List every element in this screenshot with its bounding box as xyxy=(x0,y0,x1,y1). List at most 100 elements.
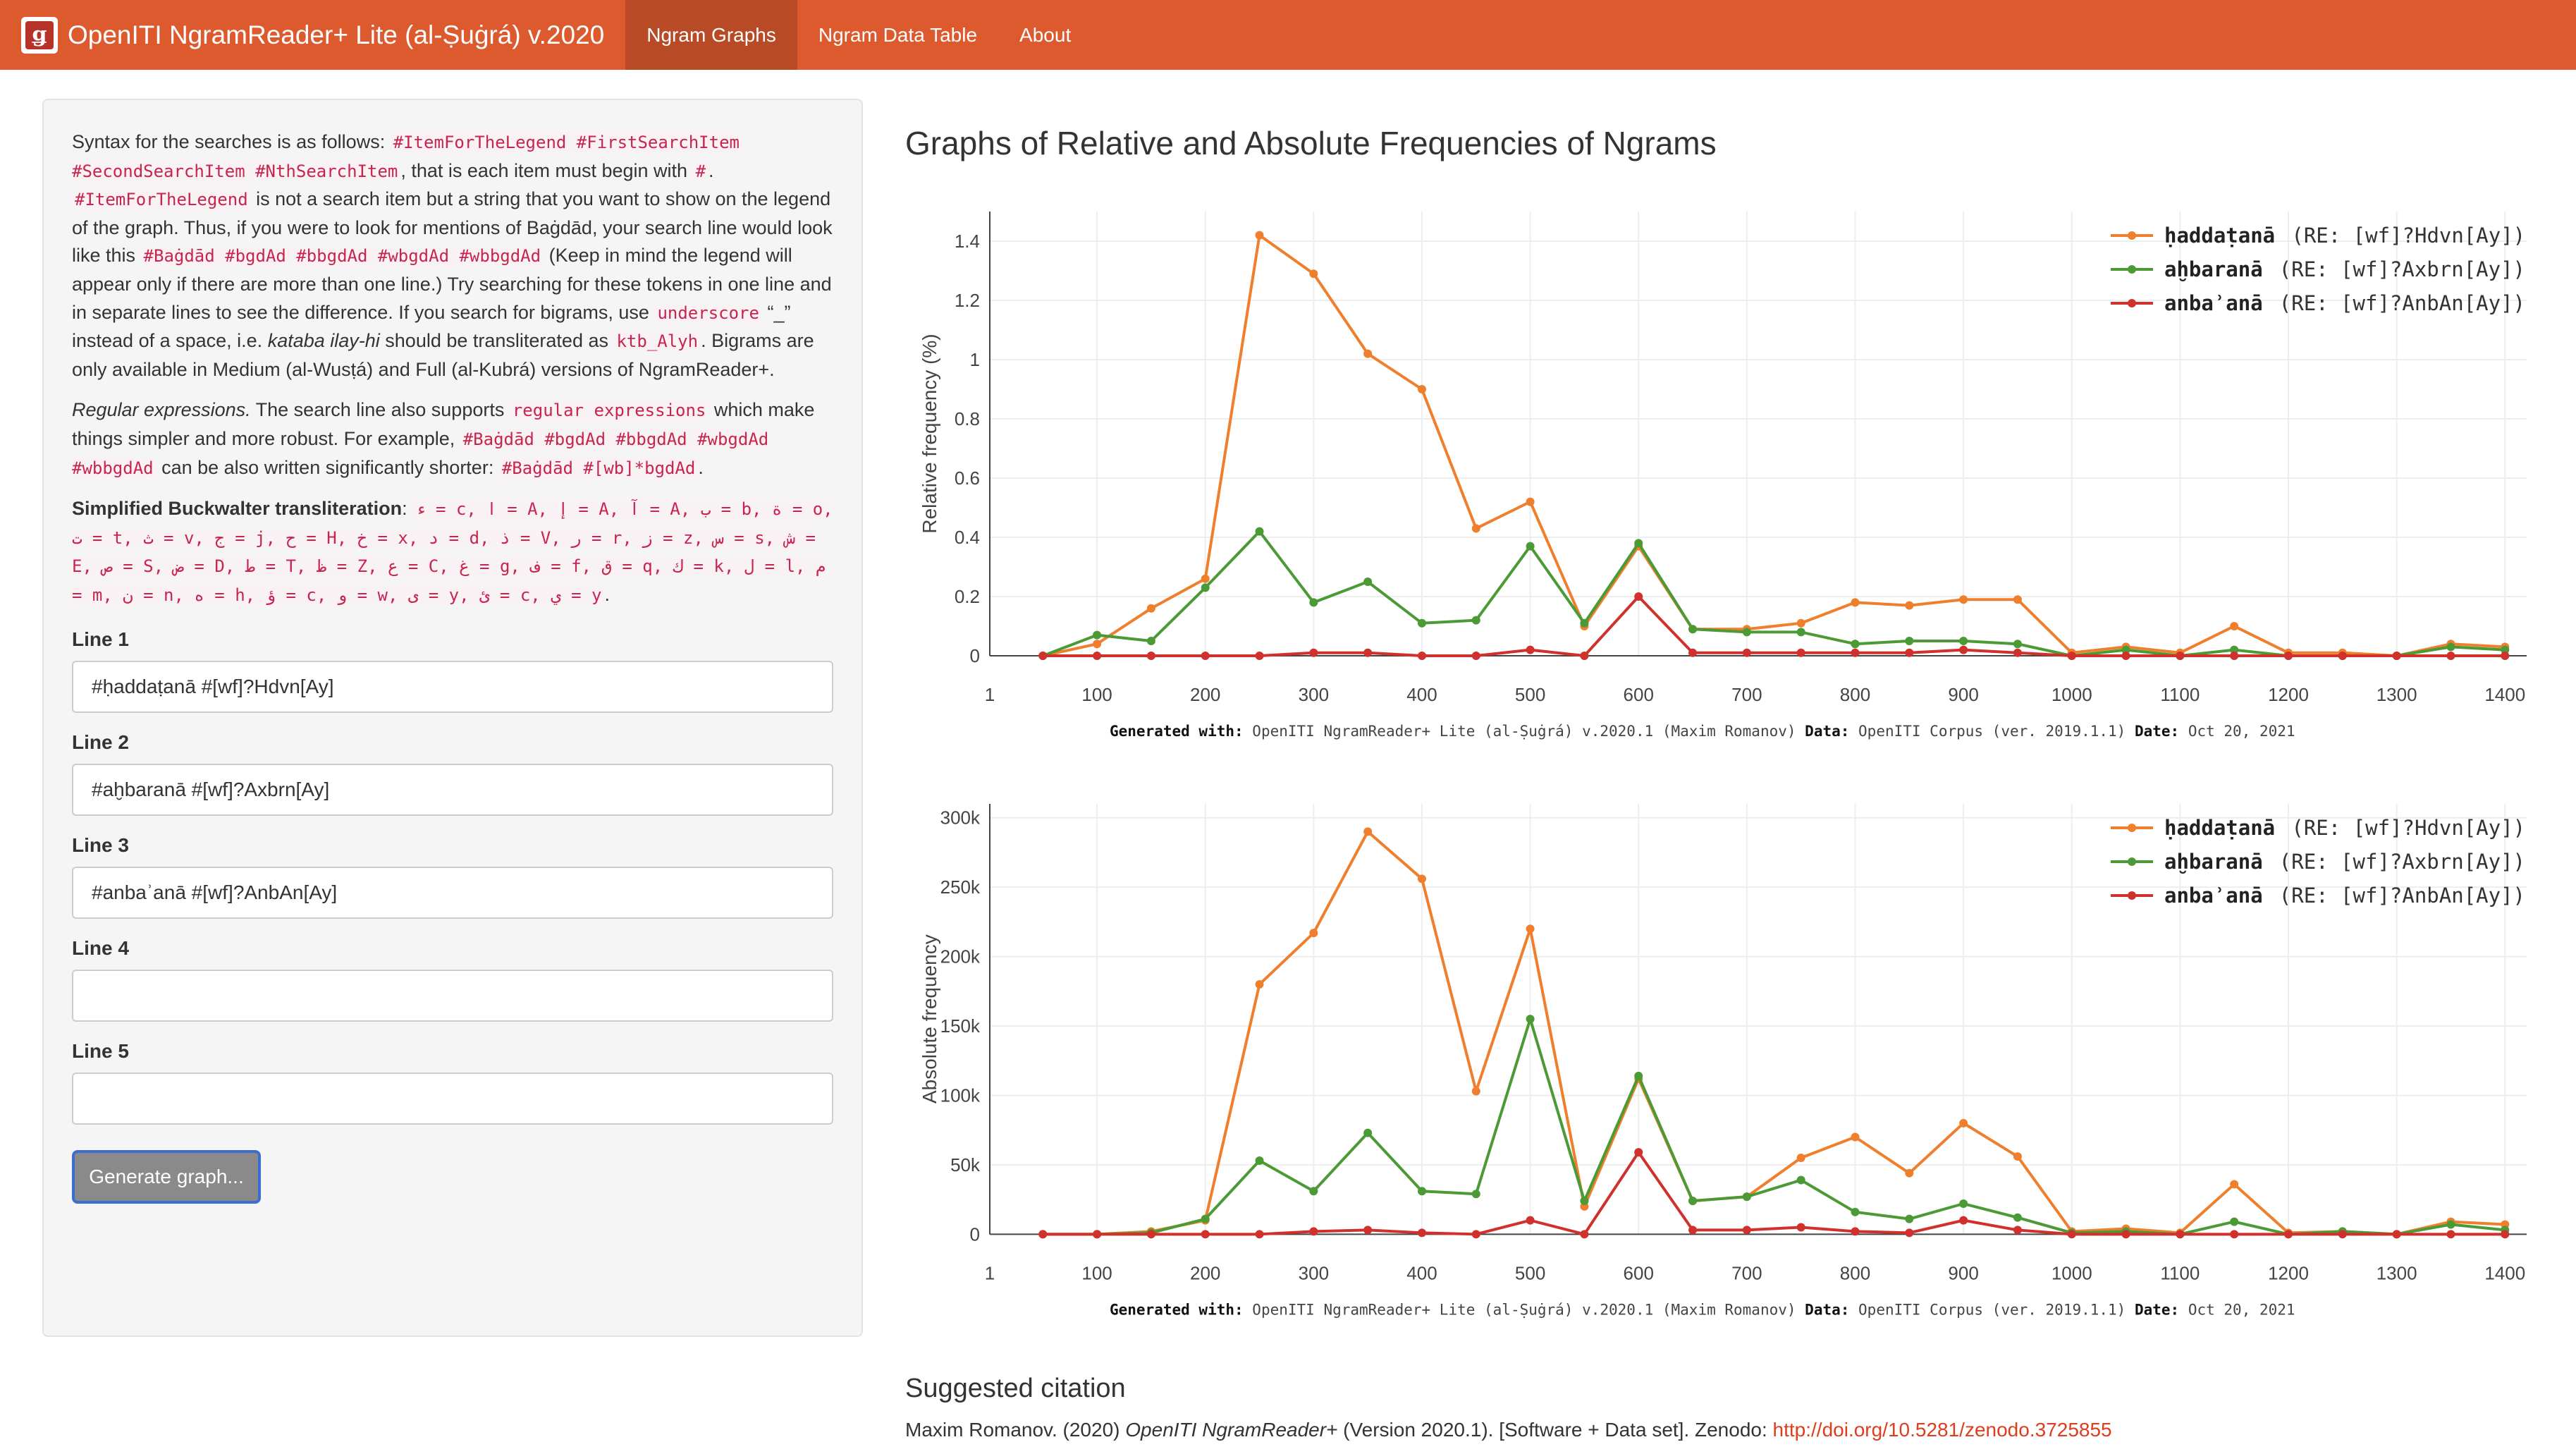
data-point xyxy=(1851,1132,1860,1142)
data-point xyxy=(1742,628,1751,637)
data-point xyxy=(1309,1227,1318,1236)
data-point xyxy=(2230,622,2239,630)
regex-paragraph: Regular expressions. The search line als… xyxy=(72,399,815,479)
data-point xyxy=(1796,628,1805,637)
data-point xyxy=(2230,1180,2239,1189)
line-5-input[interactable] xyxy=(72,1072,833,1125)
citation-text: Maxim Romanov. (2020) OpenITI NgramReade… xyxy=(905,1419,2112,1441)
transliteration-paragraph: Simplified Buckwalter transliteration: ء… xyxy=(72,498,833,606)
data-point xyxy=(1634,539,1643,548)
series-line xyxy=(1043,830,2506,1236)
data-point xyxy=(1471,1230,1480,1239)
data-point xyxy=(1851,648,1860,657)
brand-link[interactable]: ǥ OpenITI NgramReader+ Lite (al-Ṣuġrá) v… xyxy=(0,0,625,70)
data-point xyxy=(1851,598,1860,607)
data-point xyxy=(1201,1230,1210,1239)
line-2-input[interactable] xyxy=(72,763,833,816)
data-point xyxy=(2176,1230,2185,1239)
x-tick-label: 200 xyxy=(1190,1262,1220,1283)
data-point xyxy=(2176,652,2185,660)
data-point xyxy=(1959,1199,1968,1208)
data-point xyxy=(1201,652,1210,660)
y-tick-label: 0.8 xyxy=(955,408,980,429)
line-2-label: Line 2 xyxy=(72,731,129,753)
legend-series-regex: (RE: [wf]?Axbrn[Ay]) xyxy=(2279,850,2525,874)
data-point xyxy=(2013,640,2022,649)
line-4-group: Line 4 xyxy=(72,937,833,1022)
x-tick-label: 1 xyxy=(985,684,995,705)
top-navbar: ǥ OpenITI NgramReader+ Lite (al-Ṣuġrá) v… xyxy=(0,0,2576,70)
data-point xyxy=(2230,645,2239,654)
legend-series-name: aḫbaranā xyxy=(2164,257,2263,281)
data-point xyxy=(1038,652,1048,660)
footer-label: Date: xyxy=(2135,723,2179,740)
data-point xyxy=(1471,652,1480,660)
data-point xyxy=(1634,1148,1643,1157)
footer-value: OpenITI Corpus (ver. 2019.1.1) xyxy=(1849,723,2135,740)
tab-ngram-data-table[interactable]: Ngram Data Table xyxy=(818,23,978,46)
x-tick-label: 500 xyxy=(1515,684,1545,705)
generated-with-footer: Generated with: OpenITI NgramReader+ Lit… xyxy=(1110,1301,2295,1318)
data-point xyxy=(1255,1156,1264,1165)
line-4-input[interactable] xyxy=(72,969,833,1022)
data-point xyxy=(2230,1230,2239,1239)
data-point xyxy=(2013,1226,2022,1235)
line-1-input[interactable] xyxy=(72,660,833,713)
footer-label: Data: xyxy=(1805,723,1849,740)
generate-graph-button[interactable]: Generate graph... xyxy=(72,1149,261,1204)
data-point xyxy=(1363,1226,1373,1235)
data-point xyxy=(1255,527,1264,536)
footer-value: Oct 20, 2021 xyxy=(2179,1301,2295,1318)
legend-marker xyxy=(2128,857,2136,866)
data-point xyxy=(2121,1230,2130,1239)
x-tick-label: 1000 xyxy=(2051,684,2092,705)
x-tick-label: 400 xyxy=(1406,684,1437,705)
data-point xyxy=(1146,652,1155,660)
y-tick-label: 0 xyxy=(970,645,980,666)
footer-label: Data: xyxy=(1805,1301,1849,1318)
data-point xyxy=(1417,652,1426,660)
data-point xyxy=(1093,630,1102,640)
data-point xyxy=(2338,652,2347,660)
data-point xyxy=(1580,618,1589,628)
data-point xyxy=(1526,542,1535,551)
y-tick-label: 1.4 xyxy=(955,231,980,252)
data-point xyxy=(2013,1213,2022,1222)
y-axis-label: Relative frequency (%) xyxy=(919,334,940,533)
legend-series-name: ḥaddaṭanā xyxy=(2164,816,2275,840)
legend-series-regex: (RE: [wf]?AnbAn[Ay]) xyxy=(2279,884,2525,908)
line-3-input[interactable] xyxy=(72,866,833,919)
y-tick-label: 100k xyxy=(940,1085,981,1106)
x-tick-label: 600 xyxy=(1624,1262,1654,1283)
data-point xyxy=(1363,827,1373,836)
data-point xyxy=(1905,1214,1914,1223)
data-point xyxy=(1309,598,1318,607)
series-line xyxy=(1043,595,2506,657)
x-tick-label: 1000 xyxy=(2051,1262,2092,1283)
data-point xyxy=(2284,1230,2293,1239)
footer-label: Generated with: xyxy=(1110,1301,1244,1318)
data-point xyxy=(2501,645,2510,654)
data-point xyxy=(1742,1192,1751,1202)
relative-frequency-chart: 0 0.2 0.4 0.6 0.8 1 1.2 1.4 1 100 200 300 400 500 600 7… xyxy=(905,197,2576,762)
footer-value: OpenITI NgramReader+ Lite (al-Ṣuġrá) v.2… xyxy=(1244,1301,1805,1318)
data-point xyxy=(1742,648,1751,657)
data-point xyxy=(2013,1152,2022,1161)
data-point xyxy=(2501,652,2510,660)
citation-heading: Suggested citation xyxy=(905,1374,1126,1403)
y-tick-label: 1 xyxy=(970,349,980,370)
tab-ngram-graphs[interactable]: Ngram Graphs xyxy=(625,0,797,70)
tab-about[interactable]: About xyxy=(1019,23,1072,46)
y-tick-label: 250k xyxy=(940,876,981,898)
line-5-group: Line 5 xyxy=(72,1040,833,1125)
data-point xyxy=(1688,648,1698,657)
data-point xyxy=(1255,652,1264,660)
data-point xyxy=(2230,1217,2239,1226)
data-point xyxy=(1851,640,1860,649)
legend-marker xyxy=(2128,231,2136,240)
doi-link[interactable]: http://doi.org/10.5281/zenodo.3725855 xyxy=(1772,1419,2112,1441)
x-tick-label: 200 xyxy=(1190,684,1220,705)
data-point xyxy=(1742,1226,1751,1235)
footer-value: OpenITI NgramReader+ Lite (al-Ṣuġrá) v.2… xyxy=(1244,723,1805,740)
